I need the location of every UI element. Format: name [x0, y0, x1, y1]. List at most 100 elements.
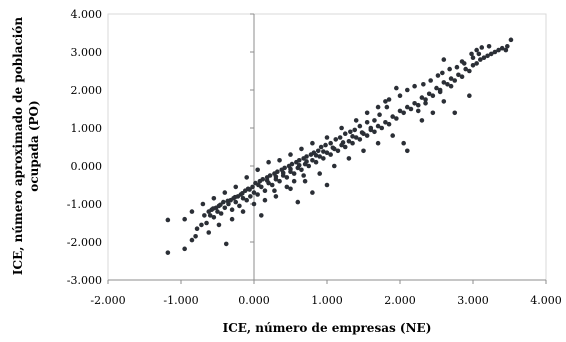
data-point [481, 55, 487, 60]
data-point [304, 159, 309, 164]
data-point [342, 144, 348, 150]
data-point [383, 99, 388, 104]
data-point [386, 97, 392, 102]
x-tick-label: 0.000 [238, 294, 270, 307]
data-point [233, 199, 239, 205]
data-point [277, 178, 282, 184]
data-point [182, 246, 187, 252]
data-point [412, 83, 417, 89]
data-point [310, 190, 315, 195]
data-point [492, 49, 498, 55]
data-point [394, 85, 399, 91]
data-point [379, 125, 385, 131]
data-point [216, 222, 222, 228]
data-point [240, 209, 246, 214]
y-tick-label: 2.000 [71, 84, 103, 97]
data-point [419, 118, 425, 123]
data-point [207, 213, 213, 218]
data-point [272, 188, 277, 193]
data-point [251, 201, 257, 207]
data-point [301, 173, 306, 178]
data-point [288, 166, 293, 172]
data-point [503, 47, 509, 53]
data-point [401, 110, 406, 116]
data-point [330, 145, 336, 151]
data-point [441, 57, 447, 62]
data-point [259, 213, 264, 218]
data-point [321, 156, 326, 161]
data-point [257, 178, 263, 184]
data-point [323, 142, 328, 148]
data-point [222, 190, 228, 195]
data-point [189, 209, 195, 214]
data-point [324, 135, 330, 140]
data-point [223, 241, 229, 247]
data-point [452, 110, 458, 116]
data-point [308, 152, 314, 157]
data-point [441, 80, 447, 85]
data-point [284, 184, 290, 190]
data-point [225, 198, 231, 204]
data-point [397, 93, 403, 98]
data-points [165, 37, 514, 255]
data-point [194, 226, 200, 231]
data-point [405, 104, 410, 110]
x-tick-label: 3.000 [457, 294, 489, 307]
data-point [264, 178, 270, 183]
y-tick-label: 0.000 [71, 160, 103, 173]
data-point [232, 194, 238, 200]
y-tick-label: 1.000 [71, 122, 103, 135]
data-point [233, 184, 239, 190]
data-point [256, 182, 261, 188]
data-point [423, 97, 428, 102]
data-point [244, 197, 249, 203]
data-point [368, 125, 374, 131]
data-point [237, 203, 242, 209]
data-point [315, 148, 321, 154]
data-point [437, 89, 443, 95]
data-point [405, 87, 410, 93]
data-point [255, 192, 260, 197]
data-point [221, 199, 226, 205]
data-point [299, 167, 304, 173]
data-point [266, 159, 271, 165]
x-tick-label: -1.000 [163, 294, 198, 307]
x-tick-label: 2.000 [384, 294, 416, 307]
data-point [470, 55, 476, 60]
data-point [346, 139, 352, 144]
data-point [350, 140, 355, 146]
data-point [353, 118, 359, 123]
data-point [317, 171, 323, 176]
data-point [470, 63, 476, 68]
data-point [448, 83, 454, 89]
data-point [328, 140, 333, 146]
data-point [488, 51, 494, 57]
data-point [441, 99, 447, 104]
x-tick-label: -2.000 [90, 294, 125, 307]
data-point [415, 102, 421, 108]
data-point [423, 101, 428, 106]
data-point [428, 78, 433, 83]
data-point [248, 194, 253, 199]
data-point [269, 182, 275, 188]
y-axis-title-line-1: ICE, número aproximado de población [11, 17, 25, 275]
data-point [463, 66, 469, 72]
data-point [469, 51, 474, 57]
data-point [430, 93, 436, 98]
data-point [301, 156, 306, 161]
data-point [296, 162, 302, 168]
data-point [459, 74, 465, 79]
data-point [284, 175, 290, 180]
data-point [430, 110, 436, 116]
data-point [215, 209, 220, 214]
data-point [280, 170, 286, 176]
data-point [353, 135, 359, 140]
data-point [302, 178, 308, 184]
data-point [447, 66, 452, 72]
data-point [383, 120, 388, 125]
data-point [386, 121, 392, 127]
data-point [273, 194, 279, 199]
data-point [348, 129, 353, 135]
data-point [240, 191, 245, 196]
